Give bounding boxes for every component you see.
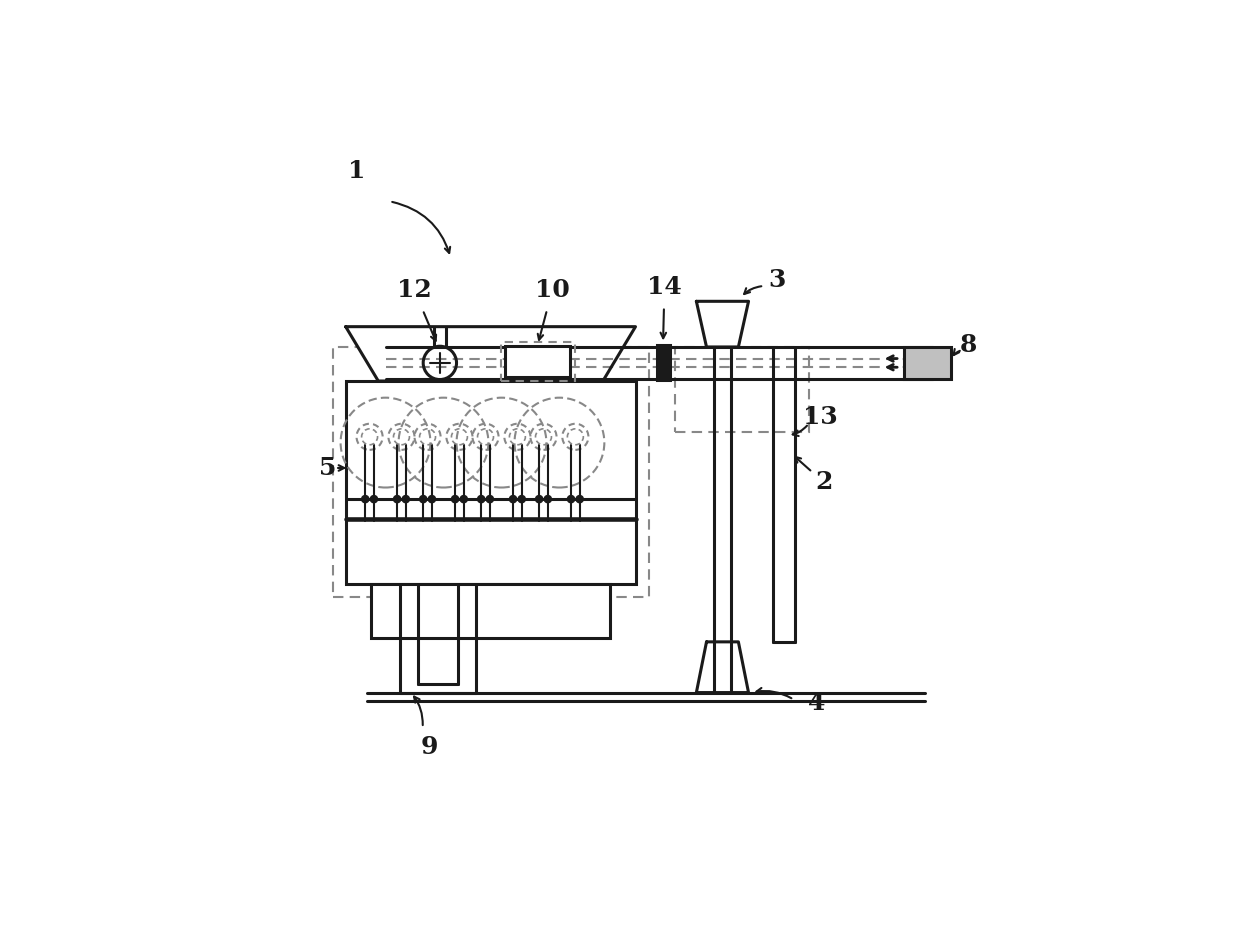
Circle shape bbox=[544, 496, 552, 502]
Polygon shape bbox=[346, 327, 635, 381]
Circle shape bbox=[371, 496, 377, 502]
Text: 2: 2 bbox=[815, 470, 832, 494]
Polygon shape bbox=[697, 642, 749, 693]
Circle shape bbox=[518, 496, 526, 502]
Circle shape bbox=[460, 496, 467, 502]
Bar bbox=[332, 347, 649, 597]
Bar bbox=[501, 342, 574, 381]
Text: 5: 5 bbox=[319, 456, 336, 480]
Circle shape bbox=[536, 496, 543, 502]
Circle shape bbox=[477, 496, 485, 502]
Text: 3: 3 bbox=[768, 267, 785, 292]
Text: 13: 13 bbox=[802, 406, 838, 429]
Circle shape bbox=[568, 496, 574, 502]
Circle shape bbox=[451, 496, 459, 502]
Text: 14: 14 bbox=[647, 275, 682, 299]
Text: 8: 8 bbox=[960, 333, 977, 357]
Bar bbox=[505, 346, 570, 376]
Circle shape bbox=[510, 496, 517, 502]
Circle shape bbox=[419, 496, 427, 502]
Bar bbox=[657, 344, 670, 379]
Circle shape bbox=[393, 496, 401, 502]
Circle shape bbox=[402, 496, 409, 502]
Polygon shape bbox=[697, 301, 749, 347]
Text: 10: 10 bbox=[534, 279, 569, 302]
Text: 12: 12 bbox=[397, 279, 432, 302]
Circle shape bbox=[428, 496, 435, 502]
Circle shape bbox=[362, 496, 368, 502]
Bar bbox=[676, 347, 810, 432]
Bar bbox=[346, 381, 636, 583]
Circle shape bbox=[577, 496, 583, 502]
Bar bbox=[371, 583, 610, 638]
Bar bbox=[904, 347, 951, 379]
Circle shape bbox=[486, 496, 494, 502]
Text: 1: 1 bbox=[348, 159, 366, 183]
Text: 9: 9 bbox=[420, 735, 438, 759]
Text: 4: 4 bbox=[808, 692, 826, 715]
